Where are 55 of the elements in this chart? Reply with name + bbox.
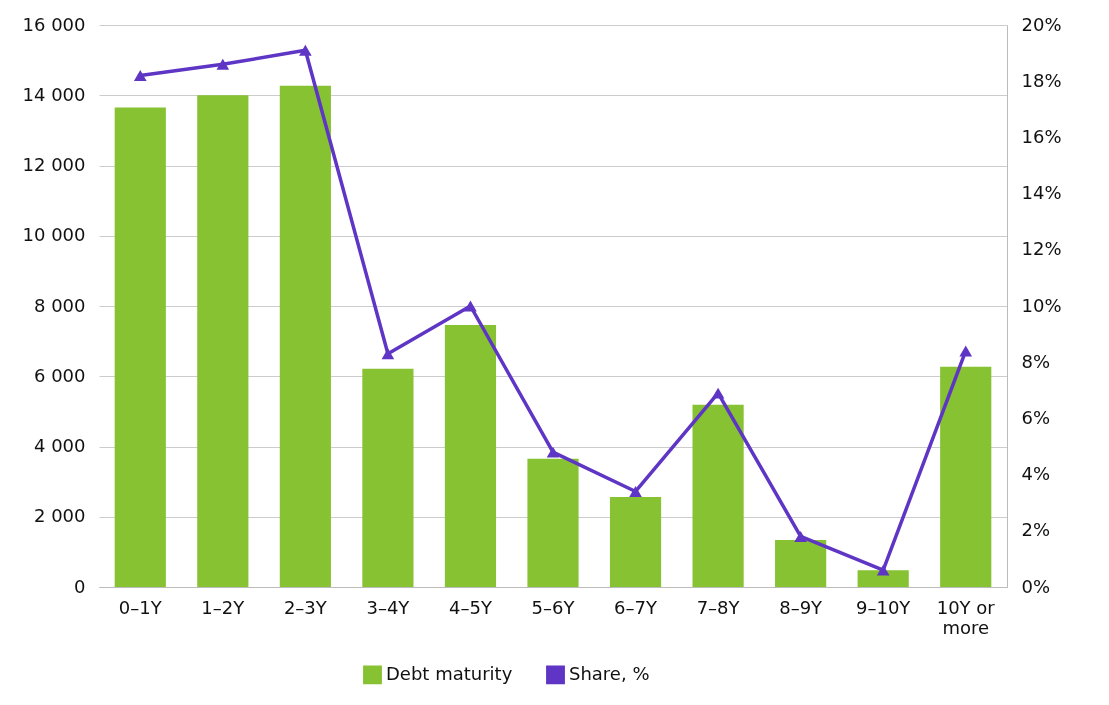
y-tick-label: 8 000 <box>33 294 86 316</box>
bar <box>444 324 497 587</box>
y2-tick-label: 8% <box>1021 350 1051 372</box>
y2-tick-label: 6% <box>1021 406 1051 428</box>
point <box>629 485 642 497</box>
point <box>464 300 477 312</box>
x-tick-label: 10Y or more <box>936 596 996 638</box>
x-tick-label: 3–4Y <box>366 596 411 618</box>
x-tick-label: 1–2Y <box>201 596 246 618</box>
bar <box>692 404 744 587</box>
y-tick-label: 14 000 <box>22 83 86 105</box>
x-tick-label: 7–8Y <box>696 596 741 618</box>
x-tick-label: 9–10Y <box>856 596 912 618</box>
x-tick-label: 8–9Y <box>779 596 824 618</box>
y-tick-label: 12 000 <box>22 154 86 175</box>
bar <box>775 539 827 587</box>
x-tick-label: 0–1Y <box>118 596 163 618</box>
y-tick-label: 16 000 <box>22 13 86 35</box>
point <box>711 387 725 399</box>
y2-tick-label: 14% <box>1021 182 1062 204</box>
legend-label: Share, % <box>569 662 650 684</box>
y2-tick-label: 2% <box>1021 519 1051 541</box>
bar <box>197 95 249 587</box>
bar <box>857 570 909 587</box>
point <box>133 70 147 82</box>
y-tick-label: 0 <box>74 575 86 597</box>
bar <box>362 368 414 587</box>
y-tick-label: 4 000 <box>33 435 86 456</box>
y2-tick-label: 18% <box>1021 69 1062 91</box>
y2-tick-label: 10% <box>1021 294 1062 316</box>
y2-tick-label: 4% <box>1021 463 1051 485</box>
x-tick-label: 5–6Y <box>531 596 576 618</box>
legend-label: Debt maturity <box>386 662 513 684</box>
bar <box>940 366 992 587</box>
bar <box>527 458 579 587</box>
y-tick-label: 2 000 <box>33 505 86 527</box>
bar <box>609 497 662 587</box>
point <box>876 564 890 576</box>
y-tick-label: 6 000 <box>33 364 86 386</box>
y2-tick-label: 0% <box>1021 575 1051 597</box>
bar <box>114 107 166 587</box>
x-tick-label: 2–3Y <box>283 596 328 618</box>
x-tick-label: 4–5Y <box>449 596 493 618</box>
y2-tick-label: 16% <box>1021 125 1062 147</box>
bar <box>279 85 331 587</box>
point <box>546 446 560 458</box>
y2-tick-label: 12% <box>1021 238 1062 260</box>
y2-tick-label: 20% <box>1021 13 1062 35</box>
y-tick-label: 10 000 <box>22 224 86 246</box>
x-tick-label: 6–7Y <box>614 596 658 618</box>
point <box>299 44 312 56</box>
point <box>216 58 230 70</box>
point <box>794 530 807 542</box>
point <box>381 348 395 360</box>
point <box>959 345 973 357</box>
